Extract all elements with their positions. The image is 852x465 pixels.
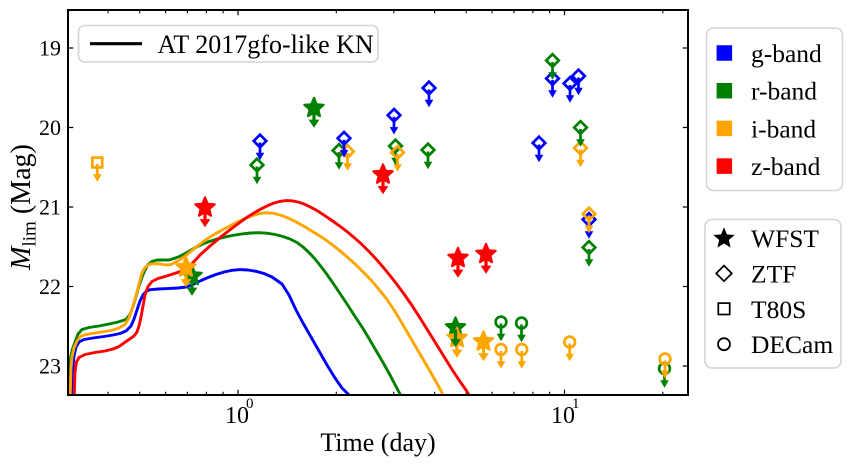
- svg-text:Mlim (Mag): Mlim (Mag): [6, 144, 41, 271]
- svg-text:DECam: DECam: [751, 330, 833, 359]
- svg-text:23: 23: [39, 354, 61, 379]
- svg-text:10: 10: [225, 403, 249, 429]
- svg-text:g-band: g-band: [751, 39, 822, 68]
- svg-text:r-band: r-band: [751, 77, 817, 106]
- svg-text:20: 20: [39, 115, 61, 140]
- svg-text:0: 0: [246, 396, 254, 412]
- svg-text:z-band: z-band: [751, 152, 821, 181]
- svg-text:T80S: T80S: [751, 295, 806, 324]
- svg-text:ZTF: ZTF: [751, 259, 796, 288]
- svg-text:21: 21: [39, 195, 61, 220]
- svg-text:WFST: WFST: [751, 224, 819, 253]
- svg-text:10: 10: [551, 403, 575, 429]
- svg-text:i-band: i-band: [751, 114, 816, 143]
- svg-text:Time (day): Time (day): [320, 428, 435, 457]
- svg-text:AT 2017gfo-like KN: AT 2017gfo-like KN: [158, 30, 374, 59]
- svg-text:19: 19: [39, 36, 61, 61]
- svg-text:1: 1: [572, 396, 580, 412]
- svg-text:22: 22: [39, 274, 61, 299]
